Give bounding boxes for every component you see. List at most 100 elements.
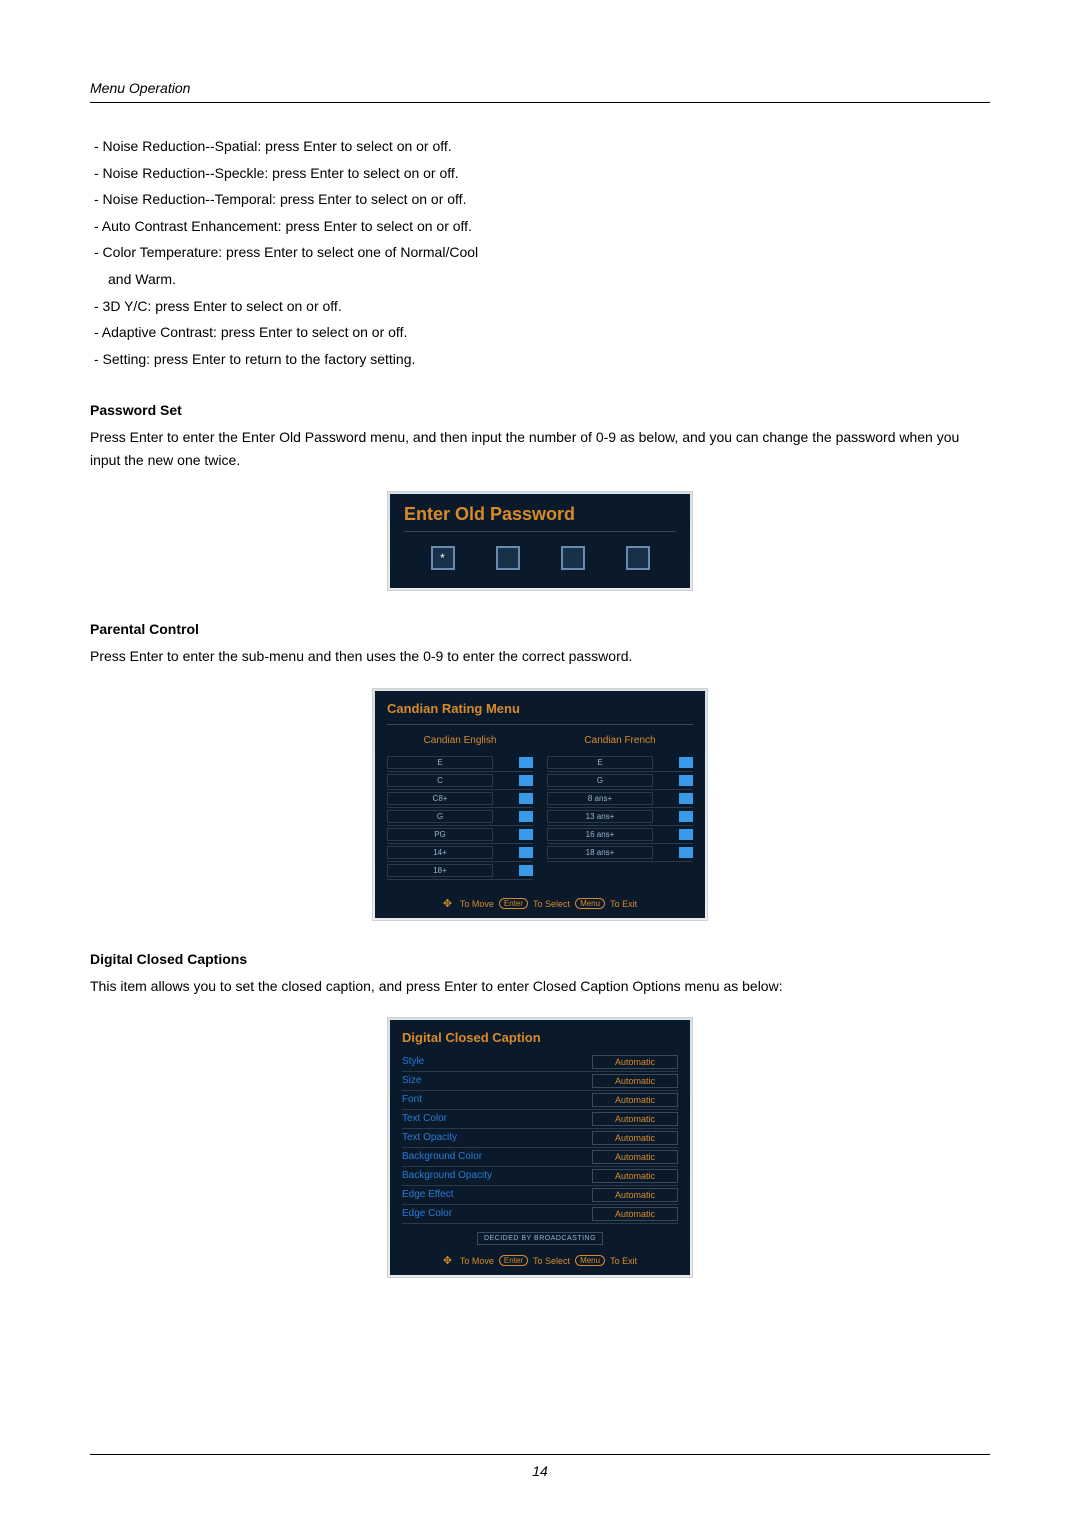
- dcc-option-row[interactable]: Background Color Automatic: [402, 1148, 678, 1167]
- enter-button-icon: Enter: [499, 898, 528, 909]
- dcc-note: DECIDED BY BROADCASTING: [477, 1232, 603, 1245]
- dcc-panel-title: Digital Closed Caption: [402, 1030, 678, 1045]
- password-panel-title: Enter Old Password: [404, 504, 676, 532]
- rating-checkbox[interactable]: [519, 811, 533, 822]
- password-digit-4[interactable]: [626, 546, 650, 570]
- rating-label: C: [387, 774, 493, 787]
- dcc-option-value[interactable]: Automatic: [592, 1055, 678, 1069]
- dcc-option-row[interactable]: Size Automatic: [402, 1072, 678, 1091]
- parental-heading: Parental Control: [90, 621, 990, 637]
- dcc-option-value[interactable]: Automatic: [592, 1074, 678, 1088]
- rating-label: 14+: [387, 846, 493, 859]
- hint-exit: To Exit: [610, 899, 637, 909]
- dcc-option-value[interactable]: Automatic: [592, 1131, 678, 1145]
- hint-select: To Select: [533, 899, 570, 909]
- dcc-option-row[interactable]: Text OpacityAutomatic: [402, 1129, 678, 1148]
- option-item: - Noise Reduction--Spatial: press Enter …: [90, 133, 990, 160]
- dcc-heading: Digital Closed Captions: [90, 951, 990, 967]
- rating-row[interactable]: PG: [387, 826, 533, 844]
- rating-checkbox[interactable]: [679, 793, 693, 804]
- password-panel: Enter Old Password *: [387, 491, 693, 591]
- rating-checkbox[interactable]: [679, 757, 693, 768]
- hint-move: To Move: [460, 899, 494, 909]
- option-item: - Auto Contrast Enhancement: press Enter…: [90, 213, 990, 240]
- dcc-option-row[interactable]: StyleAutomatic: [402, 1053, 678, 1072]
- rating-checkbox[interactable]: [679, 847, 693, 858]
- rating-row[interactable]: E: [547, 754, 693, 772]
- dcc-option-label: Edge Color: [402, 1208, 452, 1219]
- rating-checkbox[interactable]: [519, 775, 533, 786]
- rating-row[interactable]: 8 ans+: [547, 790, 693, 808]
- rating-label: G: [547, 774, 653, 787]
- password-set-heading: Password Set: [90, 402, 990, 418]
- menu-button-icon: Menu: [575, 898, 605, 909]
- rating-checkbox[interactable]: [679, 775, 693, 786]
- rating-panel-title: Candian Rating Menu: [387, 701, 693, 725]
- hint-bar: To Move Enter To Select Menu To Exit: [387, 892, 693, 910]
- rating-row[interactable]: E: [387, 754, 533, 772]
- section-header: Menu Operation: [90, 80, 990, 103]
- dcc-option-row[interactable]: Edge Color Automatic: [402, 1205, 678, 1224]
- option-item: - Color Temperature: press Enter to sele…: [90, 239, 990, 266]
- dcc-panel: Digital Closed Caption StyleAutomaticSiz…: [387, 1017, 693, 1278]
- dcc-option-label: Background Opacity: [402, 1170, 492, 1181]
- password-set-text: Press Enter to enter the Enter Old Passw…: [90, 426, 990, 471]
- rating-label: E: [387, 756, 493, 769]
- dcc-option-value[interactable]: Automatic: [592, 1150, 678, 1164]
- rating-checkbox[interactable]: [519, 793, 533, 804]
- rating-row[interactable]: 14+: [387, 844, 533, 862]
- option-list: - Noise Reduction--Spatial: press Enter …: [90, 133, 990, 372]
- option-item: and Warm.: [90, 266, 990, 293]
- dcc-option-row[interactable]: Edge EffectAutomatic: [402, 1186, 678, 1205]
- hint-move: To Move: [460, 1256, 494, 1266]
- dcc-option-label: Background Color: [402, 1151, 482, 1162]
- rating-row[interactable]: 13 ans+: [547, 808, 693, 826]
- rating-row[interactable]: G: [387, 808, 533, 826]
- dcc-text: This item allows you to set the closed c…: [90, 975, 990, 997]
- parental-text: Press Enter to enter the sub-menu and th…: [90, 645, 990, 667]
- rating-checkbox[interactable]: [519, 829, 533, 840]
- rating-checkbox[interactable]: [519, 757, 533, 768]
- rating-label: 13 ans+: [547, 810, 653, 823]
- dcc-option-value[interactable]: Automatic: [592, 1188, 678, 1202]
- rating-row[interactable]: G: [547, 772, 693, 790]
- dcc-option-value[interactable]: Automatic: [592, 1093, 678, 1107]
- rating-checkbox[interactable]: [679, 811, 693, 822]
- rating-row[interactable]: C8+: [387, 790, 533, 808]
- rating-label: 18+: [387, 864, 493, 877]
- rating-checkbox[interactable]: [519, 865, 533, 876]
- rating-row[interactable]: 18+: [387, 862, 533, 880]
- rating-label: 16 ans+: [547, 828, 653, 841]
- hint-exit: To Exit: [610, 1256, 637, 1266]
- option-item: - Noise Reduction--Temporal: press Enter…: [90, 186, 990, 213]
- option-item: - Adaptive Contrast: press Enter to sele…: [90, 319, 990, 346]
- password-digit-3[interactable]: [561, 546, 585, 570]
- rating-row[interactable]: 16 ans+: [547, 826, 693, 844]
- rating-row[interactable]: C: [387, 772, 533, 790]
- dcc-option-value[interactable]: Automatic: [592, 1112, 678, 1126]
- password-digit-2[interactable]: [496, 546, 520, 570]
- rating-panel: Candian Rating Menu Candian English ECC8…: [372, 688, 708, 921]
- rating-label: 8 ans+: [547, 792, 653, 805]
- rating-checkbox[interactable]: [679, 829, 693, 840]
- dcc-option-label: Font: [402, 1094, 422, 1105]
- rating-col-french: Candian French EG8 ans+13 ans+16 ans+18 …: [547, 735, 693, 880]
- dcc-option-label: Size: [402, 1075, 421, 1086]
- hint-bar: To Move Enter To Select Menu To Exit: [402, 1249, 678, 1267]
- nav-arrows-icon: [443, 898, 455, 910]
- rating-label: 18 ans+: [547, 846, 653, 859]
- enter-button-icon: Enter: [499, 1255, 528, 1266]
- nav-arrows-icon: [443, 1255, 455, 1267]
- rating-label: C8+: [387, 792, 493, 805]
- dcc-option-row[interactable]: Text ColorAutomatic: [402, 1110, 678, 1129]
- dcc-option-value[interactable]: Automatic: [592, 1207, 678, 1221]
- rating-checkbox[interactable]: [519, 847, 533, 858]
- option-item: - Setting: press Enter to return to the …: [90, 346, 990, 373]
- rating-label: G: [387, 810, 493, 823]
- rating-row[interactable]: 18 ans+: [547, 844, 693, 862]
- hint-select: To Select: [533, 1256, 570, 1266]
- dcc-option-row[interactable]: Background Opacity Automatic: [402, 1167, 678, 1186]
- password-digit-1[interactable]: *: [431, 546, 455, 570]
- dcc-option-value[interactable]: Automatic: [592, 1169, 678, 1183]
- dcc-option-row[interactable]: Font Automatic: [402, 1091, 678, 1110]
